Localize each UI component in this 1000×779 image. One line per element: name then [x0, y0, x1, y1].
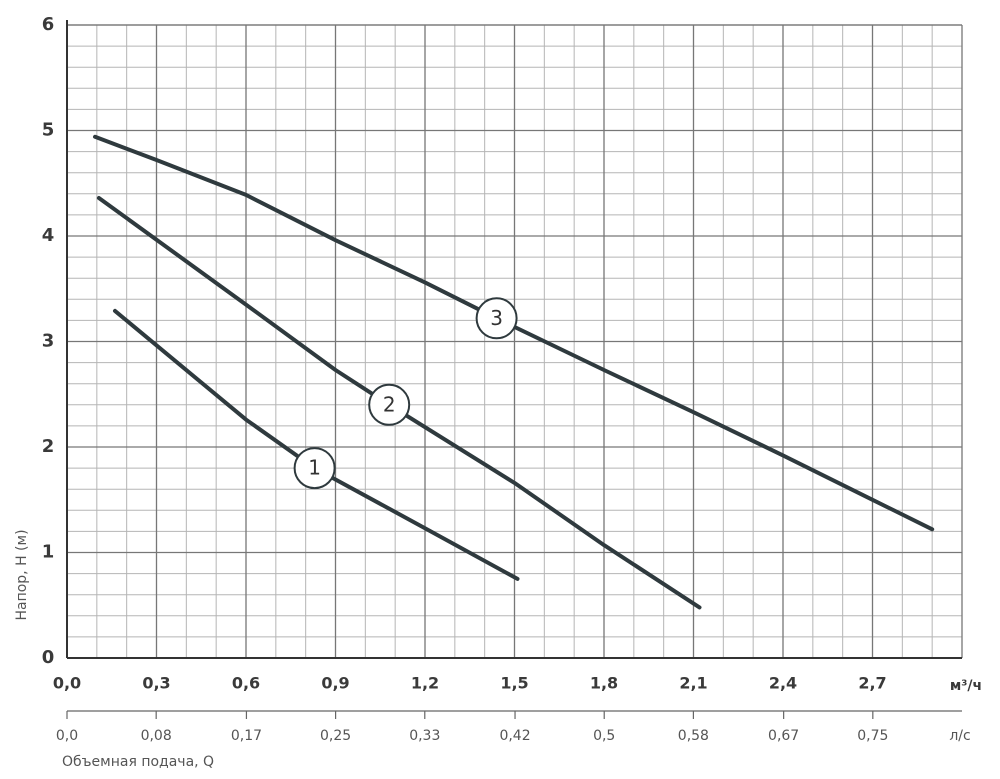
x-tick-label: 2,7 [858, 674, 886, 693]
y-tick-label: 5 [42, 120, 55, 141]
x2-tick-label: 0,33 [409, 728, 440, 744]
curve-label-circle [475, 297, 518, 340]
curve-label: 2 [383, 392, 396, 416]
y-axis-label: Напор, Н (м) [14, 529, 30, 620]
curve-label: 3 [490, 306, 503, 330]
x-tick-label: 0,6 [232, 674, 260, 693]
x2-tick-label: 0,0 [56, 728, 78, 744]
x-tick-label: 2,4 [769, 674, 797, 693]
x-tick-label: 0,0 [53, 674, 81, 693]
y-tick-label: 3 [42, 331, 55, 352]
curve-label-circle [293, 447, 336, 490]
x-tick-label: 0,3 [142, 674, 170, 693]
x2-tick-label: 0,75 [857, 728, 888, 744]
x2-tick-label: 0,5 [593, 728, 615, 744]
x2-tick-label: 0,25 [320, 728, 351, 744]
curve-label: 1 [308, 456, 321, 480]
x2-tick-label: 0,08 [141, 728, 172, 744]
x-tick-label: 2,1 [679, 674, 707, 693]
x2-tick-label: 0,67 [768, 728, 799, 744]
y-tick-label: 6 [42, 14, 55, 35]
x-tick-label: 0,9 [321, 674, 349, 693]
x2-tick-label: 0,17 [231, 728, 262, 744]
y-tick-label: 1 [42, 542, 55, 563]
x2-unit: л/с [949, 728, 970, 744]
y-tick-label: 0 [42, 647, 55, 668]
x2-tick-label: 0,58 [678, 728, 709, 744]
x-unit: м³/ч [950, 678, 982, 694]
curve-label-circle [368, 383, 411, 426]
x-axis-label: Объемная подача, Q [62, 754, 214, 770]
y-tick-label: 4 [42, 225, 55, 246]
x-tick-label: 1,8 [590, 674, 618, 693]
y-tick-label: 2 [42, 436, 55, 457]
x-tick-label: 1,2 [411, 674, 439, 693]
curve [93, 134, 935, 532]
x-tick-label: 1,5 [500, 674, 528, 693]
x2-tick-label: 0,42 [499, 728, 530, 744]
